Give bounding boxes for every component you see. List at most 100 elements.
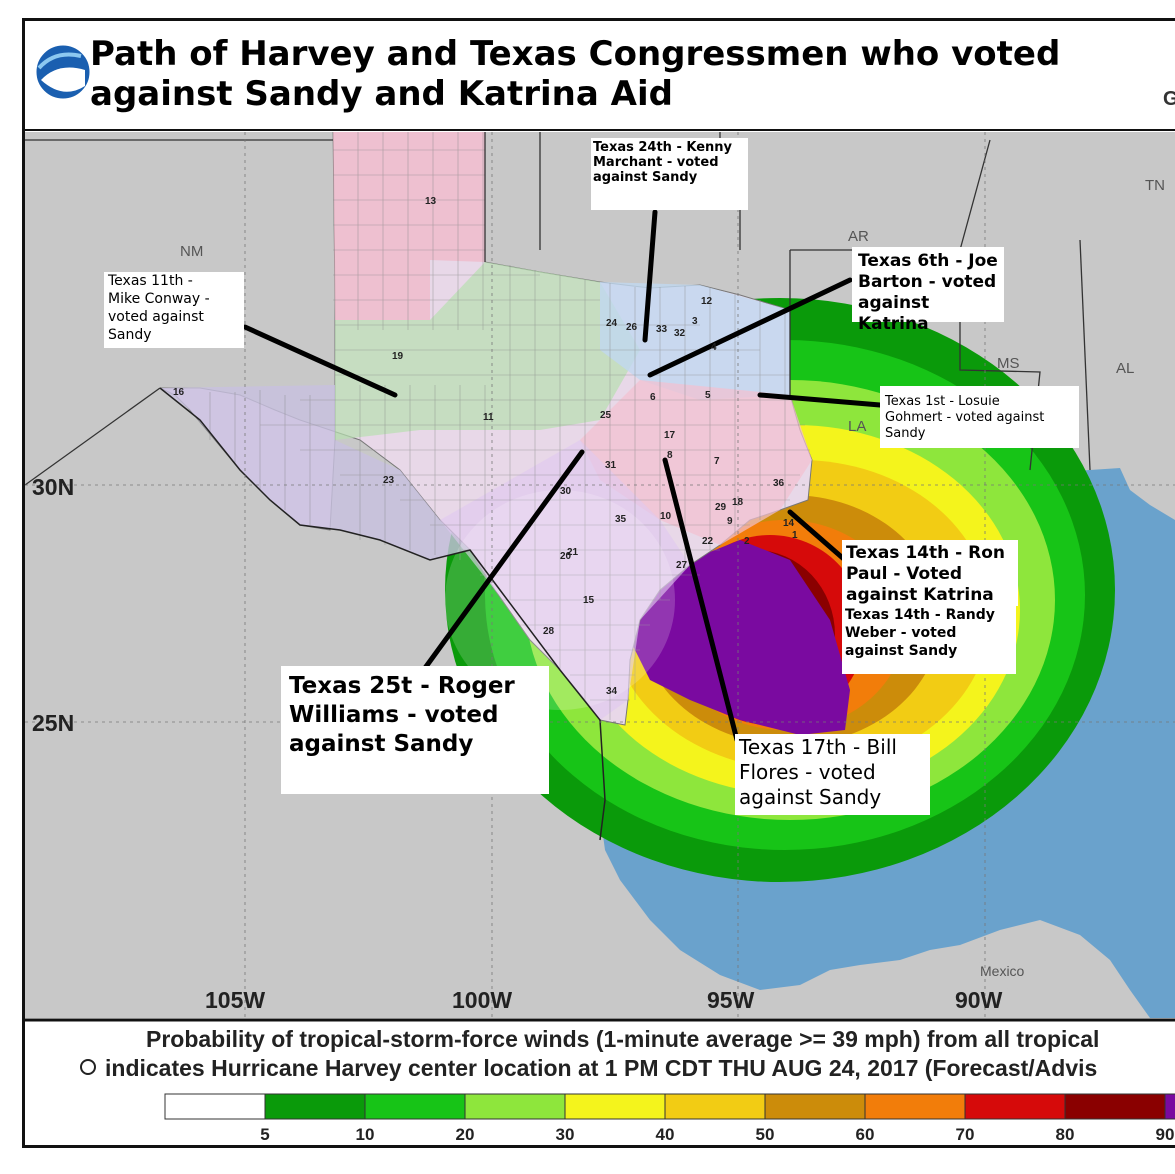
district-number: 28 [543, 626, 555, 637]
leader-tx11 [242, 324, 398, 398]
state-label-nm: NM [180, 243, 204, 260]
lon-label-95w: 95W [707, 987, 755, 1013]
legend-tick-label: 90 [1155, 1125, 1175, 1144]
district-number: 29 [715, 502, 727, 513]
label-tx6: Texas 6th - Joe Barton - voted against K… [852, 247, 1004, 334]
label-tx14b: Texas 14th - Randy Weber - voted against… [842, 606, 1016, 674]
legend-tick-label: 20 [455, 1125, 475, 1144]
leader-tx14 [787, 509, 848, 563]
label-tx1: Texas 1st - Losuie Gohmert - voted again… [880, 386, 1079, 448]
leader-tx1 [757, 392, 883, 408]
legend-swatch [164, 1093, 266, 1120]
district-number: 18 [732, 497, 744, 508]
district-number: 26 [626, 322, 638, 333]
country-label-mexico: Mexico [980, 963, 1025, 979]
district-number: 19 [392, 351, 404, 362]
district-number: 3 [692, 316, 698, 327]
legend-color-bar [164, 1093, 1175, 1120]
district-number: 5 [705, 390, 711, 401]
legend-swatch [1164, 1093, 1175, 1120]
legend-tick-label: 10 [355, 1125, 375, 1144]
district-number: 6 [650, 392, 656, 403]
district-number: 13 [425, 196, 437, 207]
district-number: 17 [664, 430, 676, 441]
footer-line-1: Probability of tropical-storm-force wind… [146, 1026, 1100, 1052]
leader-tx25 [422, 449, 585, 671]
legend-tick-label: 50 [755, 1125, 775, 1144]
label-tx17: Texas 17th - Bill Flores - voted against… [735, 734, 930, 815]
county-grid [209, 132, 810, 720]
district-number: 24 [606, 318, 618, 329]
lon-label-90w: 90W [955, 987, 1003, 1013]
lon-label-100w: 100W [452, 987, 513, 1013]
district-number: 32 [674, 328, 686, 339]
district-number: 31 [605, 460, 617, 471]
district-number: 14 [783, 518, 795, 529]
district-number: 30 [560, 486, 572, 497]
district-number: 7 [714, 456, 720, 467]
district-number: 10 [660, 511, 672, 522]
legend-swatch [1064, 1093, 1166, 1120]
land-florida [1120, 462, 1175, 520]
leader-tx6 [647, 277, 853, 378]
legend-tick-label: 30 [555, 1125, 575, 1144]
legend-tick-label: 70 [955, 1125, 975, 1144]
leader-lines [242, 209, 883, 743]
texas-panhandle [333, 132, 485, 320]
district-number: 1 [792, 530, 798, 541]
label-tx11: Texas 11th - Mike Conway - voted against… [104, 272, 244, 348]
district-number: 9 [727, 516, 733, 527]
district-number: 2 [744, 536, 750, 547]
texas-west [160, 385, 470, 560]
district-number: 35 [615, 514, 627, 525]
legend-tick-label: 80 [1055, 1125, 1075, 1144]
forecast-cone-shade [445, 490, 675, 710]
district-number: 23 [383, 475, 395, 486]
harvey-center-circle-icon [80, 1059, 96, 1075]
state-label-tn: TN [1145, 177, 1165, 194]
leader-tx17 [662, 457, 740, 743]
district-number: 33 [656, 324, 668, 335]
district-number: 25 [600, 410, 612, 421]
lat-label-25n: 25N [32, 710, 75, 736]
district-number: 20 [560, 551, 572, 562]
district-number: 11 [483, 412, 494, 423]
label-tx24: Texas 24th - Kenny Marchant - voted agai… [591, 138, 748, 210]
district-number: 8 [667, 450, 673, 461]
label-tx14a: Texas 14th - Ron Paul - Voted against Ka… [842, 540, 1018, 606]
land-mexico-east [960, 920, 1150, 1018]
district-number: 12 [701, 296, 713, 307]
legend-swatch [264, 1093, 366, 1120]
edge-letter: G [1163, 88, 1175, 110]
noaa-logo-icon [33, 42, 93, 102]
texas-central [335, 262, 640, 440]
leader-tx24 [642, 209, 658, 343]
legend-swatch [764, 1093, 866, 1120]
state-label-la: LA [848, 418, 867, 435]
legend-swatch [464, 1093, 566, 1120]
frame-border [22, 18, 1175, 1148]
legend-tick-label: 60 [855, 1125, 875, 1144]
legend-swatch [564, 1093, 666, 1120]
district-number: 34 [606, 686, 618, 697]
district-number: 16 [173, 387, 185, 398]
district-number: 22 [702, 536, 714, 547]
district-number: 21 [567, 547, 579, 558]
lat-label-30n: 30N [32, 474, 75, 500]
district-number: 36 [773, 478, 785, 489]
district-number: 15 [583, 595, 595, 606]
district-number: 27 [676, 560, 688, 571]
legend-swatch [664, 1093, 766, 1120]
legend-tick-label: 40 [655, 1125, 675, 1144]
footer-line-2: indicates Hurricane Harvey center locati… [105, 1055, 1098, 1081]
map-title: Path of Harvey and Texas Congressmen who… [90, 34, 1061, 114]
state-label-al: AL [1116, 360, 1135, 377]
lon-label-105w: 105W [205, 987, 266, 1013]
legend-swatch [364, 1093, 466, 1120]
state-label-ms: MS [997, 355, 1020, 372]
state-label-ar: AR [848, 228, 869, 245]
label-tx25: Texas 25t - Roger Williams - voted again… [281, 666, 549, 794]
legend-tick-label: 5 [260, 1125, 270, 1144]
district-number: 4 [711, 342, 717, 353]
